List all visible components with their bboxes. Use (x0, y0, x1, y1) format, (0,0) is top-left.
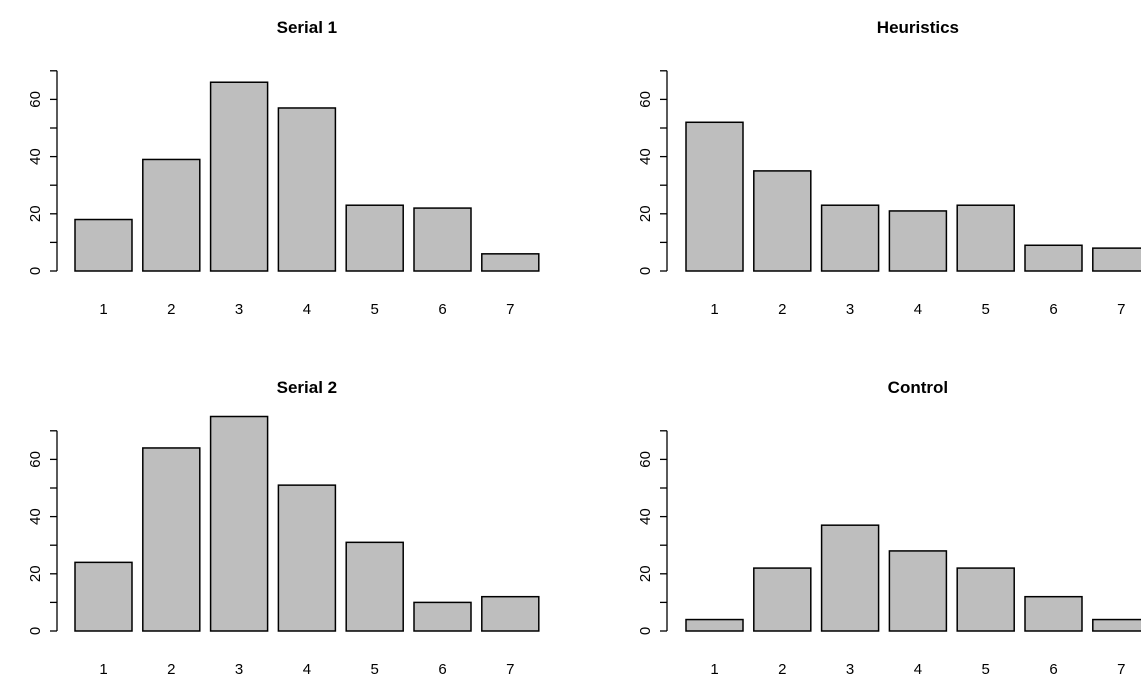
bar (413, 207, 472, 272)
bar (956, 204, 1015, 272)
chart-title: Heuristics (877, 18, 959, 37)
x-tick-label: 2 (167, 301, 175, 318)
bar (481, 595, 540, 632)
y-tick-label: 0 (637, 627, 654, 635)
y-tick-label: 40 (637, 148, 654, 165)
x-tick-label: 5 (982, 661, 990, 677)
x-tick-label: 6 (1049, 301, 1057, 318)
y-tick-label: 60 (27, 451, 44, 468)
bar (1024, 244, 1083, 272)
y-tick-label: 20 (27, 205, 44, 222)
x-tick-label: 4 (303, 301, 311, 318)
x-tick-label: 3 (235, 301, 243, 318)
x-tick-label: 3 (235, 661, 243, 677)
bar (888, 550, 948, 632)
x-tick-label: 2 (778, 301, 786, 318)
x-tick-label: 5 (371, 301, 379, 318)
bar (753, 170, 812, 272)
bar (820, 204, 880, 272)
x-tick-label: 4 (914, 661, 922, 677)
x-tick-label: 2 (167, 661, 175, 677)
x-tick-label: 2 (778, 661, 786, 677)
x-tick-label: 4 (303, 661, 311, 677)
bar (685, 121, 744, 272)
bar (1092, 618, 1141, 632)
chart-panel-serial-2: Serial 2 0 20 40 60 1 2 3 4 5 6 7 (27, 378, 540, 677)
x-tick-label: 6 (1049, 661, 1057, 677)
bar (74, 561, 133, 632)
x-tick-label: 1 (99, 661, 107, 677)
x-tick-label: 7 (506, 301, 514, 318)
bar (753, 567, 812, 632)
x-tick-label: 7 (1117, 661, 1125, 677)
chart-title: Control (888, 378, 948, 397)
x-tick-label: 1 (710, 301, 718, 318)
bar (345, 204, 404, 272)
chart-panel-control: Control 0 20 40 60 1 2 3 4 5 6 7 (637, 378, 1141, 677)
chart-title: Serial 1 (277, 18, 338, 37)
bar (956, 567, 1015, 632)
chart-panel-serial-1: Serial 1 0 20 40 60 1 2 3 4 5 6 7 (27, 18, 540, 318)
y-tick-label: 40 (27, 148, 44, 165)
bar (277, 484, 337, 632)
bar (481, 253, 540, 272)
x-tick-label: 5 (982, 301, 990, 318)
bar (685, 618, 744, 632)
bar (888, 210, 948, 272)
bar (413, 601, 472, 632)
y-tick-label: 20 (637, 205, 654, 222)
bar (345, 541, 404, 632)
y-tick-label: 40 (27, 508, 44, 525)
y-tick-label: 0 (637, 267, 654, 275)
x-tick-label: 7 (1117, 301, 1125, 318)
x-tick-label: 7 (506, 661, 514, 677)
x-tick-label: 6 (438, 301, 446, 318)
bar (209, 81, 269, 272)
y-tick-label: 60 (637, 451, 654, 468)
y-tick-label: 40 (637, 508, 654, 525)
bar (142, 158, 201, 272)
bar (74, 218, 133, 272)
x-tick-label: 5 (371, 661, 379, 677)
y-tick-label: 0 (27, 267, 44, 275)
y-tick-label: 60 (27, 91, 44, 108)
x-tick-label: 3 (846, 301, 854, 318)
x-tick-label: 4 (914, 301, 922, 318)
chart-title: Serial 2 (277, 378, 338, 397)
bar (209, 415, 269, 632)
x-tick-label: 6 (438, 661, 446, 677)
bar (1092, 247, 1141, 272)
x-tick-label: 3 (846, 661, 854, 677)
bar (820, 524, 880, 632)
x-tick-label: 1 (99, 301, 107, 318)
y-tick-label: 60 (637, 91, 654, 108)
chart-panel-heuristics: Heuristics 0 20 40 60 1 2 3 4 5 6 7 (637, 18, 1141, 318)
y-tick-label: 0 (27, 627, 44, 635)
y-tick-label: 20 (637, 565, 654, 582)
x-tick-label: 1 (710, 661, 718, 677)
bar (277, 107, 337, 272)
y-tick-label: 20 (27, 565, 44, 582)
bar (142, 447, 201, 632)
bar (1024, 595, 1083, 632)
